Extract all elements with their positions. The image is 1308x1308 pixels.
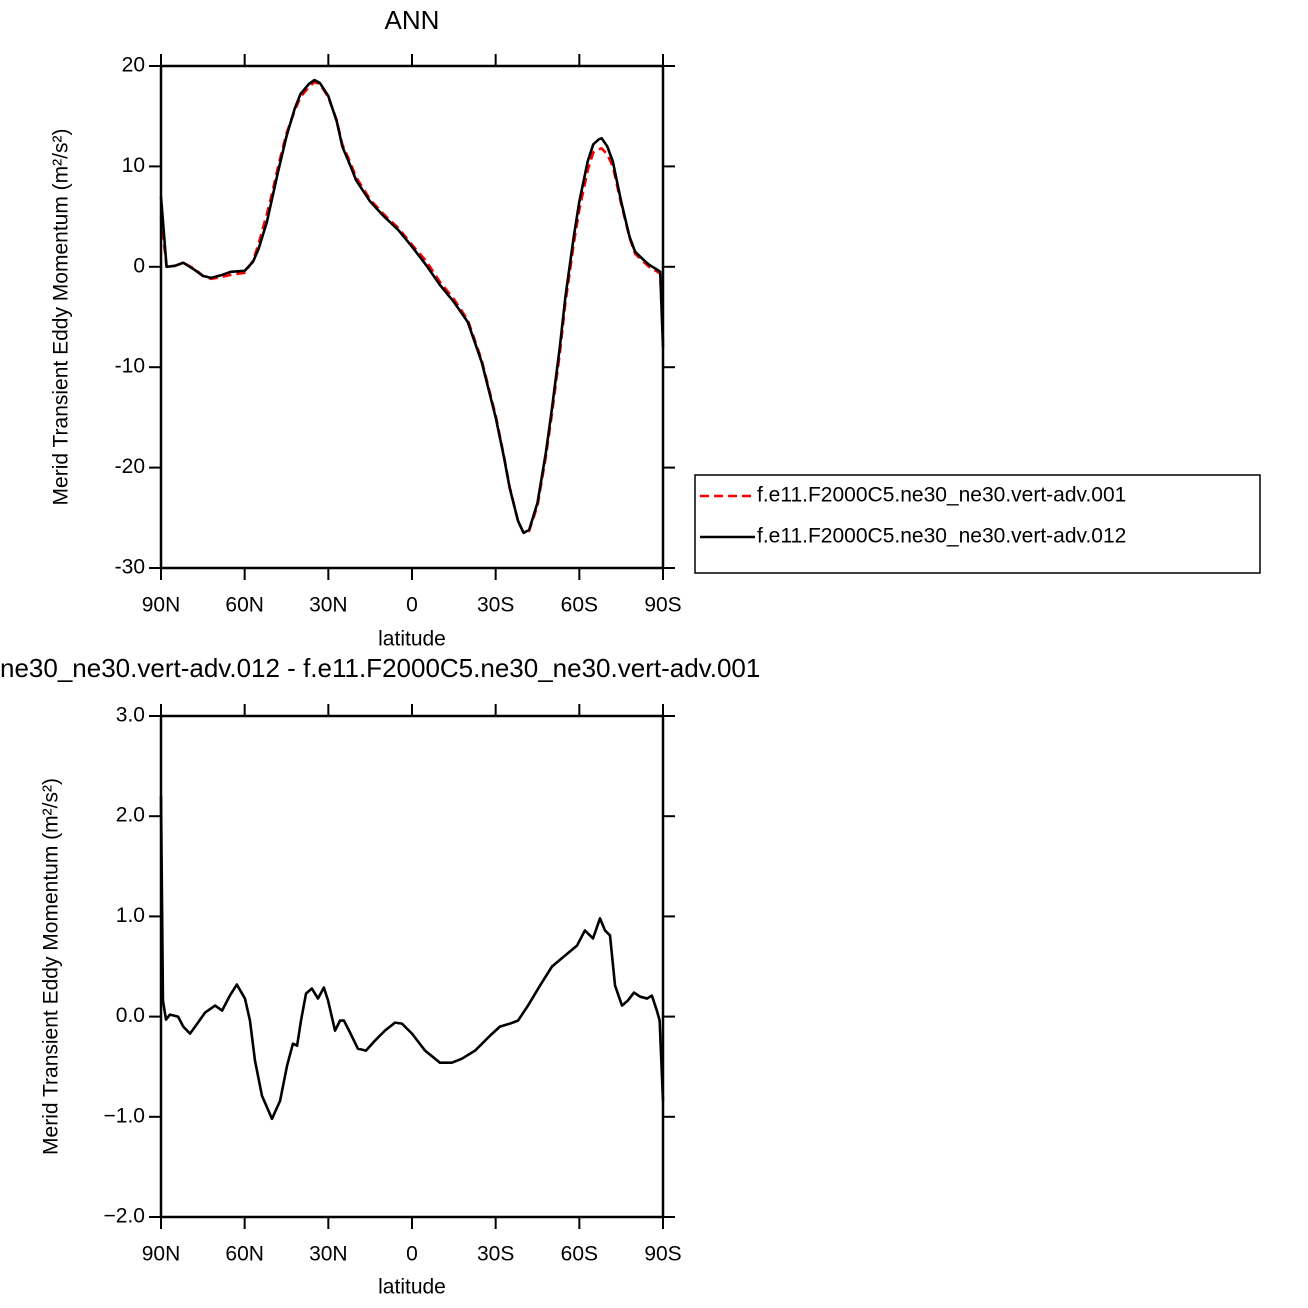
x-tick-label: 60S — [561, 594, 598, 617]
x-tick-label: 30S — [477, 594, 514, 617]
y-tick-label: 2.0 — [116, 804, 145, 827]
data-line — [159, 78, 665, 535]
plot-frame — [159, 714, 665, 1219]
y-tick-label: -20 — [115, 455, 145, 478]
y-tick-label: −1.0 — [104, 1104, 145, 1127]
y-tick-label: 1.0 — [116, 904, 145, 927]
x-tick-label: 90N — [142, 1243, 181, 1266]
legend-box — [694, 474, 1261, 574]
x-tick-label: 60S — [561, 1243, 598, 1266]
legend-label: f.e11.F2000C5.ne30_ne30.vert-adv.012 — [757, 525, 1126, 548]
x-tick-label: 60N — [225, 594, 264, 617]
x-tick-label: 90N — [142, 594, 181, 617]
x-tick-label: 0 — [406, 1243, 418, 1266]
x-tick-label: 0 — [406, 594, 418, 617]
y-axis-label: Merid Transient Eddy Momentum (m²/s²) — [40, 778, 63, 1155]
x-tick-label: 30N — [309, 594, 348, 617]
x-axis-label: latitude — [378, 1276, 446, 1299]
y-tick-label: 0 — [133, 254, 145, 277]
data-line — [159, 796, 665, 1121]
x-axis-label: latitude — [378, 628, 446, 651]
data-line — [159, 80, 665, 535]
x-tick-label: 30N — [309, 1243, 348, 1266]
y-tick-label: 10 — [122, 154, 145, 177]
x-tick-label: 90S — [644, 594, 681, 617]
y-tick-label: -10 — [115, 355, 145, 378]
y-axis-label: Merid Transient Eddy Momentum (m²/s²) — [50, 129, 73, 506]
x-tick-label: 60N — [225, 1243, 264, 1266]
chart-title: ne30_ne30.vert-adv.012 - f.e11.F2000C5.n… — [0, 653, 760, 683]
y-tick-label: 3.0 — [116, 704, 145, 727]
legend-label: f.e11.F2000C5.ne30_ne30.vert-adv.001 — [757, 484, 1126, 507]
x-tick-label: 90S — [644, 1243, 681, 1266]
y-tick-label: -30 — [115, 556, 145, 579]
plot-frame — [159, 64, 665, 570]
x-tick-label: 30S — [477, 1243, 514, 1266]
chart-title: ANN — [385, 5, 440, 35]
y-tick-label: 20 — [122, 54, 145, 77]
y-tick-label: −2.0 — [104, 1205, 145, 1228]
y-tick-label: 0.0 — [116, 1004, 145, 1027]
